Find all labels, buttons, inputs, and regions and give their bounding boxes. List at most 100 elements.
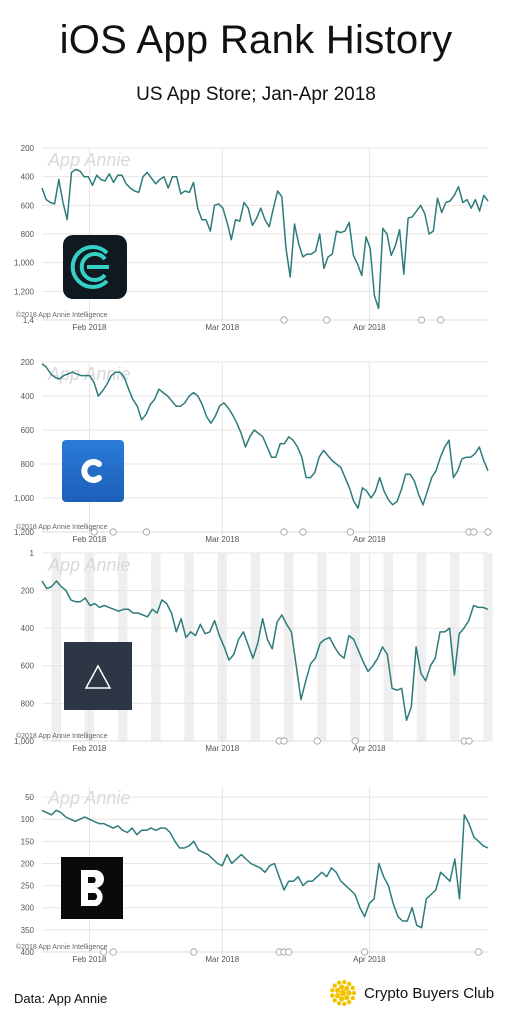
event-marker[interactable] [285,948,293,956]
watermark: App Annie [47,555,130,575]
y-tick-label: 400 [21,948,35,957]
y-tick-label: 1,4 [23,316,35,325]
y-tick-label: 50 [25,793,34,802]
y-tick-label: 800 [21,699,35,708]
brand-dot [330,988,335,993]
data-source: Data: App Annie [14,991,108,1006]
y-tick-label: 600 [21,426,35,435]
brand-dot [339,996,345,1002]
x-tick-label: Mar 2018 [205,955,239,964]
chart-panel-cex: App Annie 200 400 600 800 1,000 1,200 1,4 Feb 20… [0,140,512,330]
event-marker[interactable] [90,528,98,536]
brand-dot [339,984,345,990]
y-tick-label: 200 [21,144,35,153]
weekend-band [51,553,61,741]
event-marker[interactable] [280,737,288,745]
event-marker[interactable] [474,948,483,956]
y-tick-label: 400 [21,173,35,182]
brand-dot [350,995,355,1001]
brand-dot [334,987,341,993]
brand-dot [344,995,350,1001]
y-tick-label: 300 [21,904,35,913]
brand-dot [347,999,352,1005]
y-tick-label: 1,200 [14,287,35,296]
weekend-band [450,553,460,741]
y-tick-label: 200 [21,859,35,868]
series-line [41,168,489,310]
brand-dot [336,980,342,985]
event-marker[interactable] [436,316,445,324]
chart-cex: App Annie 200 400 600 800 1,000 1,200 1,4 Feb 20… [14,144,489,330]
y-tick-label: 200 [21,586,35,595]
event-marker[interactable] [361,948,369,956]
brand-dot [336,1001,342,1006]
brand-dot [350,985,355,991]
weekend-band [283,553,294,741]
y-tick-label: 800 [21,460,35,469]
brand-name: Crypto Buyers Club [364,984,495,1002]
brand-logo: Crypto Buyers Club [328,978,494,1008]
event-marker[interactable] [100,948,108,956]
event-marker[interactable] [323,316,331,324]
coinbase-logo-icon [62,440,124,502]
event-marker[interactable] [346,528,355,536]
y-tick-label: 800 [21,230,35,239]
triangle-logo-icon [64,642,132,710]
event-marker[interactable] [313,737,321,745]
brand-dot [344,985,350,991]
copyright-label: ©2018 App Annie Intelligence [16,943,108,951]
event-marker[interactable] [280,528,288,536]
event-marker[interactable] [470,528,478,536]
watermark: App Annie [47,150,130,170]
y-tick-label: 200 [21,358,35,367]
chart-panel-coinbase: App Annie 200 400 600 800 1,000 1,200 Feb 2018 M… [0,342,512,542]
event-marker[interactable] [109,528,117,536]
copyright-label: ©2018 App Annie Intelligence [16,311,108,319]
watermark: App Annie [47,364,130,384]
y-tick-label: 1,000 [14,494,35,503]
bittrex-logo-icon [61,857,123,919]
weekend-band [250,553,261,741]
x-tick-label: Feb 2018 [73,535,107,542]
y-tick-label: 100 [21,815,35,824]
weekend-band [151,553,161,741]
event-marker[interactable] [417,316,426,324]
y-tick-label: 1 [30,549,35,558]
copyright-label: ©2018 App Annie Intelligence [16,732,108,740]
event-marker[interactable] [484,528,492,536]
y-tick-label: 150 [21,837,35,846]
brand-dot [342,1001,347,1007]
y-tick-label: 400 [21,624,35,633]
event-marker[interactable] [299,528,307,536]
event-marker[interactable] [351,737,359,745]
x-tick-label: Mar 2018 [205,323,239,330]
y-tick-label: 350 [21,926,35,935]
y-tick-label: 600 [21,662,35,671]
copyright-label: ©2018 App Annie Intelligence [16,523,108,531]
x-tick-label: Feb 2018 [73,744,107,753]
brand-dot [339,989,347,997]
event-marker[interactable] [190,948,198,956]
watermark: App Annie [47,788,130,808]
y-tick-label: 1,000 [14,737,35,746]
event-marker[interactable] [142,528,150,536]
series-line [41,580,489,722]
page-title: iOS App Rank History [59,18,453,62]
cex-logo-icon [63,235,127,299]
event-marker[interactable] [280,316,288,324]
weekend-band [383,553,394,741]
series-line [41,809,489,929]
event-marker[interactable] [109,948,117,956]
x-tick-label: Mar 2018 [205,744,239,753]
brand-dot [330,993,335,998]
weekend-band [184,553,194,741]
event-marker[interactable] [465,737,473,745]
brand-dot [346,990,352,996]
y-tick-label: 1,000 [14,259,35,268]
brand-dots-icon [330,979,357,1007]
brand-dot [334,993,341,999]
x-tick-label: Mar 2018 [205,535,239,542]
chart-panel-bittrex: App Annie 50 100 150 200 250 300 350 400 Feb 2018… [0,762,512,967]
weekend-band [416,553,427,741]
x-tick-label: Apr 2018 [353,955,386,964]
